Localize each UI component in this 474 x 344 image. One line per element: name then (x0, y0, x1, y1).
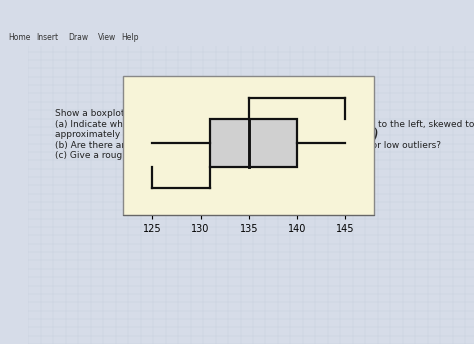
Text: Home: Home (8, 33, 30, 42)
Text: View: View (98, 33, 116, 42)
Bar (123, 76, 374, 215)
Text: (c) Give a rough approximation for the mean of the dataset.: (c) Give a rough approximation for the m… (55, 151, 328, 160)
Text: (b) Are there any outliers? If so, how many and are they high outliers or low ou: (b) Are there any outliers? If so, how m… (55, 141, 441, 150)
Text: Insert: Insert (36, 33, 58, 42)
Text: Help: Help (122, 33, 139, 42)
Text: a): a) (363, 127, 379, 144)
Text: (a) Indicate whether the distribution of the data appears to be skewed to the le: (a) Indicate whether the distribution of… (55, 120, 474, 129)
Text: Show a boxplot for a set of data. In each case:: Show a boxplot for a set of data. In eac… (55, 109, 265, 118)
Text: Draw: Draw (68, 33, 88, 42)
Text: approximately symmetric, or none of these.: approximately symmetric, or none of thes… (55, 130, 255, 139)
Bar (210, 119, 297, 167)
